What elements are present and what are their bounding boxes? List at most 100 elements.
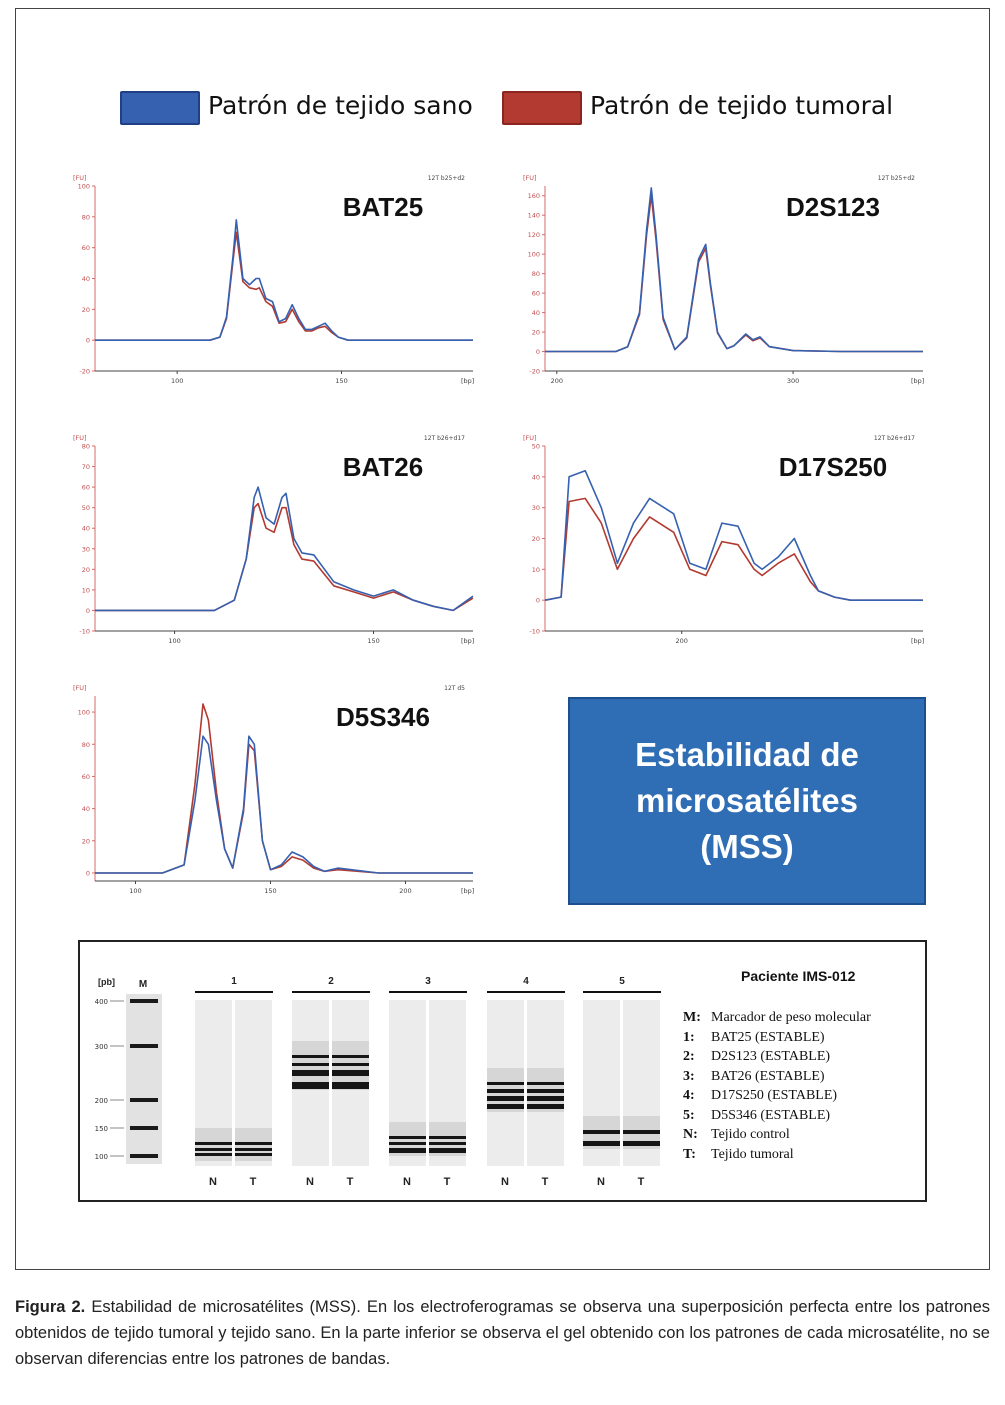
x-tick-label: 150 (367, 637, 379, 645)
gel-band (487, 1096, 524, 1101)
gel-key-entry: 5: D5S346 (ESTABLE) (683, 1108, 830, 1124)
chart-title: D2S123 (786, 192, 880, 222)
lane-label-t: T (444, 1176, 451, 1188)
marker-band (130, 1044, 158, 1048)
gel-key-text: D2S123 (ESTABLE) (711, 1049, 831, 1064)
lane-label-t: T (250, 1176, 257, 1188)
gel-band (332, 1055, 369, 1058)
legend-swatch-tumoral (502, 91, 582, 125)
gel-key-code: 5: (683, 1107, 695, 1123)
gel-band (389, 1142, 426, 1145)
x-tick-label: 150 (264, 887, 276, 895)
x-axis-label: [bp] (911, 637, 924, 645)
size-label: 150 (95, 1125, 108, 1133)
gel-band (429, 1148, 466, 1153)
y-tick-label: 10 (82, 586, 90, 594)
gel-marker-label: M (139, 979, 147, 990)
y-tick-label: -20 (529, 368, 540, 376)
gel-key-code: 3: (683, 1068, 695, 1084)
gel-band (583, 1141, 620, 1146)
lane-number: 5 (619, 976, 625, 987)
x-axis-label: [bp] (461, 377, 474, 385)
legend-swatch-sano (120, 91, 200, 125)
y-tick-label: 40 (82, 805, 90, 813)
y-axis-label: [FU] (523, 174, 537, 182)
gel-band (527, 1082, 564, 1085)
lane-number: 3 (425, 976, 431, 987)
gel-key-title: Paciente IMS-012 (741, 968, 856, 984)
lane-number: 2 (328, 976, 334, 987)
series-line-sano (545, 187, 923, 353)
y-tick-label: 20 (532, 535, 540, 543)
gel-band (332, 1063, 369, 1066)
y-tick-label: 20 (82, 566, 90, 574)
x-axis-label: [bp] (911, 377, 924, 385)
gel-band (623, 1141, 660, 1146)
size-label: 300 (95, 1043, 108, 1051)
gel-band (389, 1136, 426, 1139)
lane-label-n: N (501, 1176, 509, 1188)
gel-key-code: N: (683, 1127, 698, 1142)
gel-key-text: D5S346 (ESTABLE) (711, 1107, 831, 1123)
gel-band (292, 1063, 329, 1066)
gel-key-text: BAT26 (ESTABLE) (711, 1068, 825, 1084)
gel-key-text: Tejido control (711, 1127, 790, 1142)
y-axis-label: [FU] (73, 174, 87, 182)
y-tick-label: 100 (528, 251, 540, 259)
gel-band (389, 1148, 426, 1153)
gel-band (487, 1104, 524, 1109)
gel-key-text: D17S250 (ESTABLE) (711, 1088, 838, 1103)
gel-band (487, 1089, 524, 1093)
gel-band (429, 1142, 466, 1145)
electropherogram-bat25: 100 80 60 40 20 0 -20 100 150 [FU] [bp] 12T b25+d2 B… (73, 174, 474, 385)
y-tick-label: 50 (82, 504, 90, 512)
series-line-tumoral (95, 231, 473, 341)
gel-band (195, 1148, 232, 1151)
y-tick-label: 0 (86, 337, 90, 345)
chart-title: D5S346 (336, 702, 430, 732)
series-line-sano (95, 219, 473, 341)
marker-lane (126, 994, 162, 1164)
gel-band (292, 1070, 329, 1076)
y-tick-label: 100 (78, 183, 90, 191)
y-tick-label: 80 (532, 270, 540, 278)
lane-number: 4 (523, 976, 529, 987)
gel-band (235, 1142, 272, 1145)
y-tick-label: 30 (82, 545, 90, 553)
x-tick-label: 200 (676, 637, 688, 645)
gel-band (235, 1148, 272, 1151)
y-tick-label: 20 (82, 837, 90, 845)
y-axis-label: [FU] (73, 684, 87, 692)
size-label: 400 (95, 998, 108, 1006)
lane-label-n: N (209, 1176, 217, 1188)
y-tick-label: 60 (82, 773, 90, 781)
gel-key-entry: N: Tejido control (683, 1127, 790, 1143)
mss-result-text: Estabilidad de microsatélites (MSS) (635, 736, 859, 865)
y-tick-label: -10 (529, 628, 540, 636)
gel-key-text: Tejido tumoral (711, 1146, 794, 1162)
y-tick-label: 60 (532, 290, 540, 298)
chart-tag: 12T b26+d17 (424, 435, 465, 442)
y-tick-label: -10 (79, 628, 90, 636)
gel-image: [pb] M 400 300 200 150 100 1 N T 2 N T 3 N T 4 N T 5 N T (95, 976, 661, 1188)
gel-key-entry: M: Marcador de peso molecular (683, 1010, 871, 1026)
x-tick-label: 300 (787, 377, 799, 385)
gel-band (195, 1142, 232, 1145)
gel-band (527, 1096, 564, 1101)
legend-label-tumoral: Patrón de tejido tumoral (590, 91, 894, 120)
mss-result-box: Estabilidad de microsatélites (MSS) (568, 697, 926, 905)
series-line-sano (544, 469, 923, 601)
y-tick-label: 0 (536, 348, 540, 356)
y-tick-label: 20 (532, 329, 540, 337)
size-label: 200 (95, 1097, 108, 1105)
gel-pb-label: [pb] (98, 977, 115, 987)
lane-label-n: N (306, 1176, 314, 1188)
y-tick-label: 20 (82, 306, 90, 314)
gel-band (292, 1055, 329, 1058)
chart-tag: 12T b25+d2 (878, 175, 915, 182)
y-tick-label: 160 (528, 192, 540, 200)
chart-title: BAT26 (343, 452, 423, 482)
gel-key-text: Marcador de peso molecular (711, 1010, 871, 1025)
